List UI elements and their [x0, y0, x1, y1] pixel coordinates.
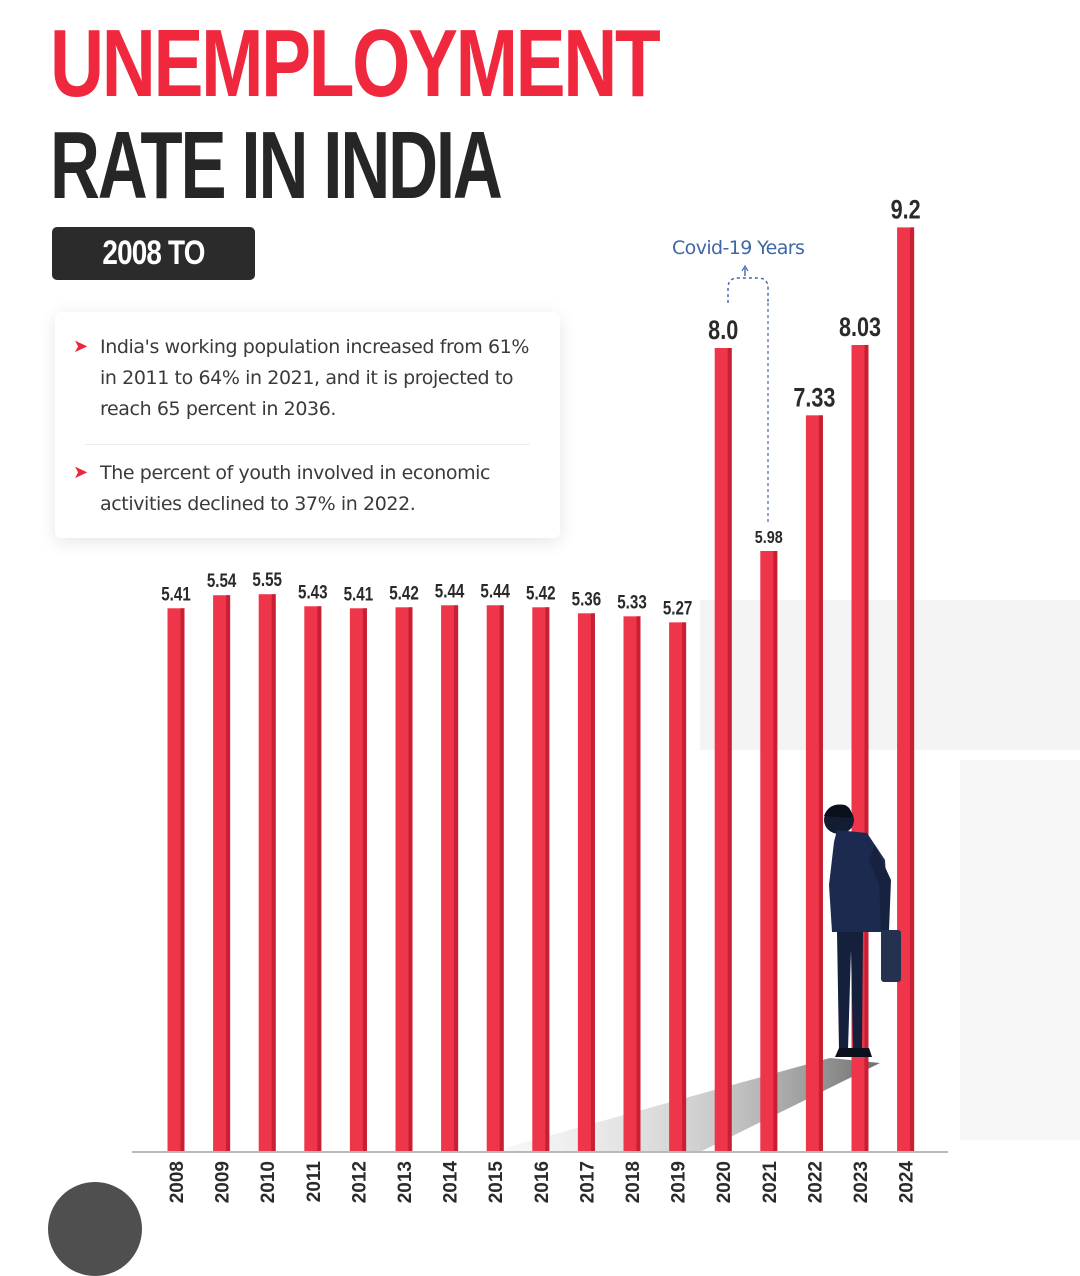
covid-bracket [727, 264, 769, 525]
value-label-2008: 5.41 [161, 583, 191, 605]
bar-2018 [623, 616, 641, 1152]
briefcase-icon [881, 930, 901, 982]
bar-2011 [304, 606, 322, 1152]
bar-edge-2021 [773, 551, 778, 1152]
bar-2008 [167, 608, 185, 1152]
bar-edge-2010 [271, 594, 276, 1152]
bar-2016 [532, 607, 550, 1152]
x-tick-2014: 2014 [441, 1161, 462, 1204]
x-tick-2015: 2015 [486, 1161, 507, 1204]
covid-bracket-path [727, 277, 769, 303]
x-tick-2020: 2020 [714, 1161, 735, 1203]
bar-2013 [395, 607, 413, 1152]
value-label-2014: 5.44 [435, 580, 465, 602]
value-label-2016: 5.42 [526, 582, 556, 604]
bar-chart: 5.41 5.54 5.55 5.43 5.41 5.42 5.44 5.44 5.42 5.36… [132, 195, 948, 1204]
bar-edge-2016 [545, 607, 550, 1152]
bar-2009 [213, 595, 231, 1152]
bar-edge-2009 [226, 595, 231, 1152]
value-label-2018: 5.33 [617, 591, 647, 613]
title-line-1: UNEMPLOYMENT [50, 10, 661, 117]
x-tick-2023: 2023 [851, 1161, 872, 1203]
bar-edge-2024 [910, 227, 915, 1152]
bar-2019 [669, 622, 687, 1152]
value-label-2023: 8.03 [839, 313, 881, 343]
bar-2012 [349, 608, 367, 1152]
bars-group: 5.41 5.54 5.55 5.43 5.41 5.42 5.44 5.44 5.42 5.36… [161, 195, 921, 1153]
info-box: ➤ India's working population increased f… [55, 312, 560, 538]
title-line-2: RATE IN INDIA [50, 112, 503, 219]
figure-arm [869, 845, 891, 930]
bar-2020 [714, 348, 732, 1152]
covid-bracket-arrowhead [741, 264, 749, 272]
value-label-2019: 5.27 [663, 597, 693, 619]
bar-edge-2023 [864, 344, 869, 1152]
date-range-text: 2008 TO 2024 [102, 234, 205, 325]
figure-shoes [835, 1048, 872, 1057]
x-tick-2013: 2013 [395, 1161, 416, 1203]
x-tick-2024: 2024 [897, 1161, 918, 1204]
value-label-2011: 5.43 [298, 581, 328, 603]
chevron-right-icon: ➤ [73, 462, 89, 483]
info-text: India's working population increased fro… [100, 336, 530, 420]
figure-legs [837, 932, 863, 1050]
sad-businessman-illustration [824, 804, 901, 1057]
x-tick-2012: 2012 [349, 1161, 370, 1203]
value-label-2010: 5.55 [252, 569, 282, 591]
bar-edge-2017 [590, 613, 595, 1152]
x-tick-2017: 2017 [577, 1161, 598, 1203]
value-label-2013: 5.42 [389, 582, 419, 604]
covid-annotation-label: Covid-19 Years [672, 237, 805, 259]
figure-hair [824, 804, 852, 818]
bar-2014 [441, 605, 459, 1152]
bar-edge-2011 [317, 606, 322, 1152]
x-tick-2018: 2018 [623, 1161, 644, 1203]
x-tick-2011: 2011 [304, 1161, 325, 1203]
bar-2017 [577, 613, 595, 1152]
value-label-2017: 5.36 [572, 588, 602, 610]
bar-edge-2019 [682, 622, 687, 1152]
info-divider [85, 444, 530, 445]
bar-edge-2014 [454, 605, 459, 1152]
bar-edge-2008 [180, 608, 185, 1152]
x-tick-2022: 2022 [805, 1161, 826, 1203]
x-tick-2008: 2008 [167, 1161, 188, 1203]
x-tick-2010: 2010 [258, 1161, 279, 1203]
x-tick-2016: 2016 [532, 1161, 553, 1203]
info-text: The percent of youth involved in economi… [100, 462, 491, 515]
avatar[interactable] [48, 1182, 142, 1276]
background-shape [960, 760, 1080, 1140]
value-label-2024: 9.2 [891, 195, 921, 225]
bar-edge-2020 [727, 348, 732, 1152]
bar-edge-2018 [636, 616, 641, 1152]
bar-edge-2013 [408, 607, 413, 1152]
value-label-2015: 5.44 [480, 580, 510, 602]
bar-edge-2015 [499, 605, 504, 1152]
bar-2022 [805, 415, 823, 1153]
bar-edge-2022 [818, 415, 823, 1153]
x-tick-2021: 2021 [760, 1161, 781, 1204]
date-range-badge: 2008 TO 2024 [52, 227, 255, 325]
value-label-2020: 8.0 [708, 316, 738, 346]
value-label-2022: 7.33 [793, 383, 835, 413]
value-label-2009: 5.54 [207, 570, 237, 592]
bar-2010 [258, 594, 276, 1152]
value-label-2021: 5.98 [755, 528, 783, 548]
value-label-2012: 5.41 [344, 583, 374, 605]
x-tick-2009: 2009 [213, 1161, 234, 1203]
bar-2015 [486, 605, 504, 1152]
bar-2024 [897, 227, 915, 1152]
bar-edge-2012 [362, 608, 367, 1152]
x-tick-2019: 2019 [669, 1161, 690, 1203]
x-tick-labels: 2008 2009 2010 2011 2012 2013 2014 2015 2016 2017… [167, 1161, 918, 1204]
chevron-right-icon: ➤ [73, 336, 89, 357]
bar-2021 [760, 551, 778, 1152]
